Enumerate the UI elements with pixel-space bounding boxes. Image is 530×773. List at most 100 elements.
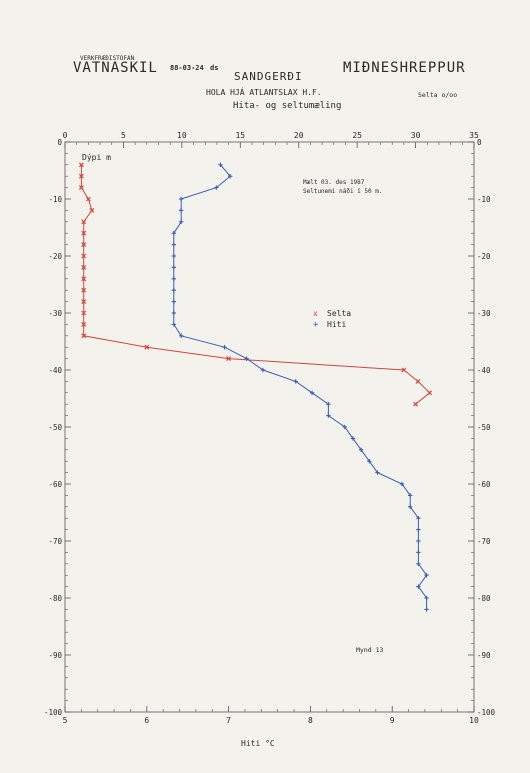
data-point-selta (81, 264, 87, 270)
data-point-selta (413, 401, 418, 407)
marker-stroke (81, 219, 87, 225)
data-point-hiti (244, 356, 249, 361)
top-axis-tick-label: 25 (352, 131, 362, 140)
data-point-selta (81, 242, 87, 248)
data-point-hiti (416, 561, 421, 566)
marker-stroke (226, 356, 232, 362)
data-point-hiti (416, 550, 421, 555)
data-point-hiti (171, 253, 176, 259)
left-axis-tick-label: -70 (48, 537, 62, 546)
top-axis-tick-label: 30 (411, 131, 421, 140)
left-axis-tick-label: 0 (57, 138, 62, 147)
data-point-selta (226, 356, 232, 362)
data-point-hiti (293, 379, 298, 384)
top-axis-tick-label: 5 (121, 131, 126, 140)
axes-layer: 5 6 7 8 9 100 5 10 15 20 25 30 350 0-10 -10-20 -20-30 -3… (44, 131, 496, 725)
left-axis-tick-label: -80 (48, 594, 62, 603)
marker-stroke (81, 253, 87, 259)
data-point-hiti (407, 504, 413, 509)
data-point-hiti (416, 527, 421, 532)
bottom-axis-tick-label: 6 (144, 716, 149, 725)
data-point-hiti (218, 162, 223, 167)
legend: x Selta + Hiti (313, 309, 351, 330)
marker-stroke (81, 333, 87, 339)
data-point-hiti (416, 516, 421, 521)
marker-stroke (81, 310, 87, 316)
data-point-hiti (171, 276, 176, 281)
data-point-hiti (416, 584, 421, 589)
marker-stroke (81, 276, 87, 282)
data-point-hiti (416, 538, 421, 544)
data-point-hiti (171, 288, 176, 293)
data-point-hiti (309, 390, 315, 395)
data-point-hiti (375, 470, 380, 475)
legend-label-hiti: Hiti (327, 320, 346, 329)
marker-stroke (81, 264, 87, 270)
salinity-unit-label: Selta o/oo (418, 91, 457, 99)
data-point-selta (81, 276, 87, 282)
top-axis-tick-label: 15 (235, 131, 245, 140)
data-point-hiti (178, 196, 184, 202)
data-point-selta (81, 333, 87, 339)
data-point-hiti (171, 242, 176, 247)
left-axis-tick-label: -50 (48, 423, 62, 432)
data-point-hiti (171, 299, 176, 304)
data-point-selta (81, 287, 87, 293)
marker-stroke (78, 162, 84, 168)
marker-stroke (401, 367, 407, 373)
top-axis-tick-label: 0 (63, 131, 68, 140)
data-point-hiti (424, 573, 429, 578)
data-point-hiti (214, 185, 219, 190)
org-small-label: VERKFRÆÐISTOFAN (80, 55, 135, 62)
data-point-selta (78, 173, 84, 179)
data-point-selta (81, 310, 87, 316)
data-point-hiti (407, 493, 413, 498)
figure-number: Mynd 13 (356, 646, 383, 654)
plot-frame (64, 141, 475, 713)
place-name: SANDGERÐI (234, 70, 303, 83)
data-point-hiti (222, 345, 227, 350)
report-date: 88-03-24 (170, 64, 204, 72)
right-axis-tick-label: -50 (477, 423, 491, 432)
data-point-selta (89, 207, 95, 213)
bottom-axis-tick-label: 7 (226, 716, 231, 725)
right-axis-tick-label: -90 (477, 651, 491, 660)
bottom-axis-tick-label: 5 (63, 716, 68, 725)
data-point-hiti (424, 595, 429, 601)
marker-stroke (81, 242, 87, 248)
data-point-selta (401, 367, 407, 373)
data-point-selta (81, 230, 87, 236)
data-point-hiti (342, 424, 347, 430)
right-axis-tick-label: -30 (477, 309, 491, 318)
data-point-hiti (171, 310, 176, 316)
marker-stroke (415, 378, 421, 384)
measured-date-note: Mælt 03. des 1987 (303, 179, 365, 186)
marker-stroke (78, 173, 84, 179)
marker-stroke (85, 196, 91, 202)
depth-axis-label: Dýpi m (82, 153, 111, 162)
right-axis-tick-label: -40 (477, 366, 491, 375)
marker-stroke (89, 207, 95, 213)
marker-stroke (144, 344, 150, 350)
x-axis-title: Hiti °C (241, 739, 275, 748)
data-point-selta (415, 378, 421, 384)
legend-marker-hiti: + (313, 320, 319, 330)
series-layer (78, 162, 433, 612)
data-point-hiti (171, 265, 176, 270)
chart-subtitle: Hita- og seltumæling (233, 101, 341, 111)
well-name: HOLA HJÁ ATLANTSLAX H.F. (206, 86, 322, 97)
data-point-hiti (178, 219, 184, 224)
left-axis-tick-label: -30 (48, 309, 62, 318)
data-point-selta (427, 390, 433, 396)
data-point-hiti (171, 231, 176, 236)
data-point-hiti (326, 402, 331, 407)
marker-stroke (427, 390, 433, 396)
marker-stroke (81, 299, 87, 305)
data-point-hiti (171, 322, 176, 327)
top-axis-tick-label: 20 (294, 131, 304, 140)
data-point-hiti (358, 447, 364, 452)
report-initials: ds (210, 64, 218, 72)
left-axis-tick-label: -60 (48, 480, 62, 489)
